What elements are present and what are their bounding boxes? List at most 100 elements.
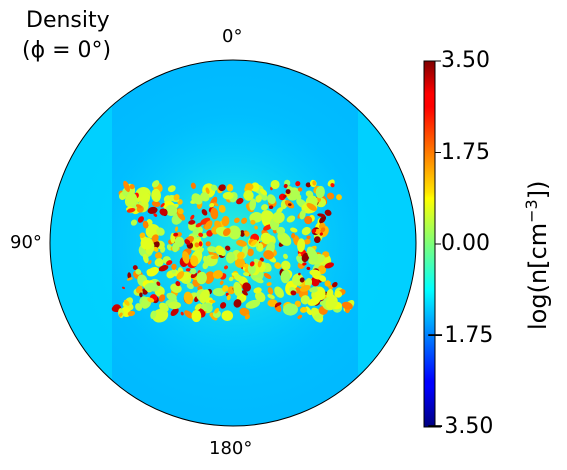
- clump-core: [132, 265, 138, 271]
- clump-core: [121, 286, 126, 290]
- clump-core: [126, 208, 136, 213]
- clump-core: [242, 282, 251, 292]
- colorbar-tick-label: 0.00: [441, 231, 490, 256]
- clump-halo: [277, 231, 292, 246]
- clump-core: [288, 203, 292, 206]
- clump-halo: [215, 245, 224, 256]
- clump-halo: [202, 302, 208, 311]
- colorbar-label-suffix: ]): [524, 180, 552, 200]
- chart-title: Density: [26, 8, 110, 33]
- colorbar-ticks: [435, 60, 441, 428]
- clump-halo: [151, 180, 160, 188]
- clump-halo: [270, 179, 280, 189]
- colorbar-gradient: [423, 60, 436, 428]
- clump-mid: [190, 182, 196, 189]
- clump-core: [147, 206, 158, 214]
- clump-halo: [222, 191, 234, 200]
- clump-core: [173, 232, 179, 237]
- clump-halo: [309, 287, 318, 293]
- clump-core: [283, 194, 287, 199]
- clump-halo: [283, 253, 288, 260]
- clump-halo: [299, 209, 306, 220]
- clump-mid: [213, 202, 219, 207]
- clump-mid: [250, 239, 258, 246]
- clump-mid: [234, 257, 246, 268]
- colorbar-tick-label: −3.50: [426, 414, 494, 439]
- clump-halo: [200, 192, 210, 202]
- clump-halo: [318, 275, 327, 282]
- clump-halo: [250, 182, 260, 192]
- clump-halo: [313, 313, 324, 320]
- clump-mid: [204, 220, 213, 230]
- clump-core: [175, 281, 181, 287]
- clump-core: [317, 213, 326, 218]
- clump-core: [313, 236, 321, 243]
- clump-core: [306, 266, 311, 271]
- clump-halo: [171, 268, 177, 274]
- clump-halo: [225, 251, 236, 264]
- colorbar-tick-label: −1.75: [426, 323, 494, 348]
- colorbar: [423, 60, 441, 428]
- clump-halo: [259, 188, 268, 196]
- clump-mid: [212, 270, 223, 279]
- clump-mid: [147, 297, 155, 303]
- clump-core: [298, 272, 301, 276]
- clump-core: [324, 262, 335, 269]
- clump-halo: [334, 290, 343, 298]
- clump-core: [275, 302, 282, 307]
- clump-halo: [283, 303, 298, 316]
- clump-core: [268, 205, 274, 210]
- clump-halo: [165, 204, 178, 217]
- clump-halo: [290, 227, 298, 233]
- clump-core: [319, 232, 323, 236]
- clump-mid: [142, 220, 149, 229]
- clump-halo: [305, 306, 312, 316]
- clump-halo: [306, 246, 318, 263]
- clump-halo: [254, 291, 266, 303]
- clump-halo: [150, 310, 157, 319]
- clump-halo: [199, 289, 210, 304]
- clump-mid: [173, 194, 180, 201]
- angle-label-90: 90°: [10, 232, 42, 253]
- clump-core: [158, 265, 169, 272]
- clump-halo: [135, 303, 143, 311]
- clump-halo: [274, 286, 284, 298]
- clump-mid: [205, 187, 210, 194]
- clump-halo: [261, 210, 275, 223]
- clump-core: [299, 277, 305, 283]
- clump-halo: [203, 255, 209, 265]
- clump-mid: [151, 234, 159, 243]
- clump-halo: [315, 185, 325, 199]
- clump-core: [290, 290, 297, 296]
- clump-mid: [320, 227, 326, 233]
- clump-mid: [324, 280, 331, 287]
- clump-mid: [244, 231, 250, 237]
- clump-core: [160, 203, 165, 208]
- clump-mid: [222, 285, 229, 292]
- clump-halo: [124, 192, 138, 208]
- colorbar-tick-label: 1.75: [441, 140, 490, 165]
- clump-core: [283, 183, 288, 189]
- clump-mid: [118, 312, 123, 317]
- clump-mid: [123, 180, 130, 193]
- clump-mid: [247, 248, 254, 257]
- clump-core: [324, 209, 332, 216]
- clump-mid: [263, 250, 274, 260]
- clump-halo: [304, 278, 313, 288]
- clump-mid: [221, 215, 230, 227]
- clump-core: [331, 281, 338, 288]
- clump-core: [127, 272, 132, 280]
- clump-mid: [177, 211, 186, 221]
- clump-halo: [245, 299, 261, 309]
- clump-halo: [272, 211, 285, 224]
- clump-mid: [239, 307, 250, 317]
- clump-core: [188, 220, 196, 225]
- clump-mid: [182, 251, 190, 264]
- clump-halo: [210, 184, 218, 191]
- clump-halo: [154, 258, 164, 267]
- clump-halo: [212, 287, 226, 297]
- clump-mid: [209, 299, 216, 304]
- clump-halo: [172, 241, 180, 253]
- clump-halo: [297, 238, 306, 253]
- clump-core: [236, 197, 244, 205]
